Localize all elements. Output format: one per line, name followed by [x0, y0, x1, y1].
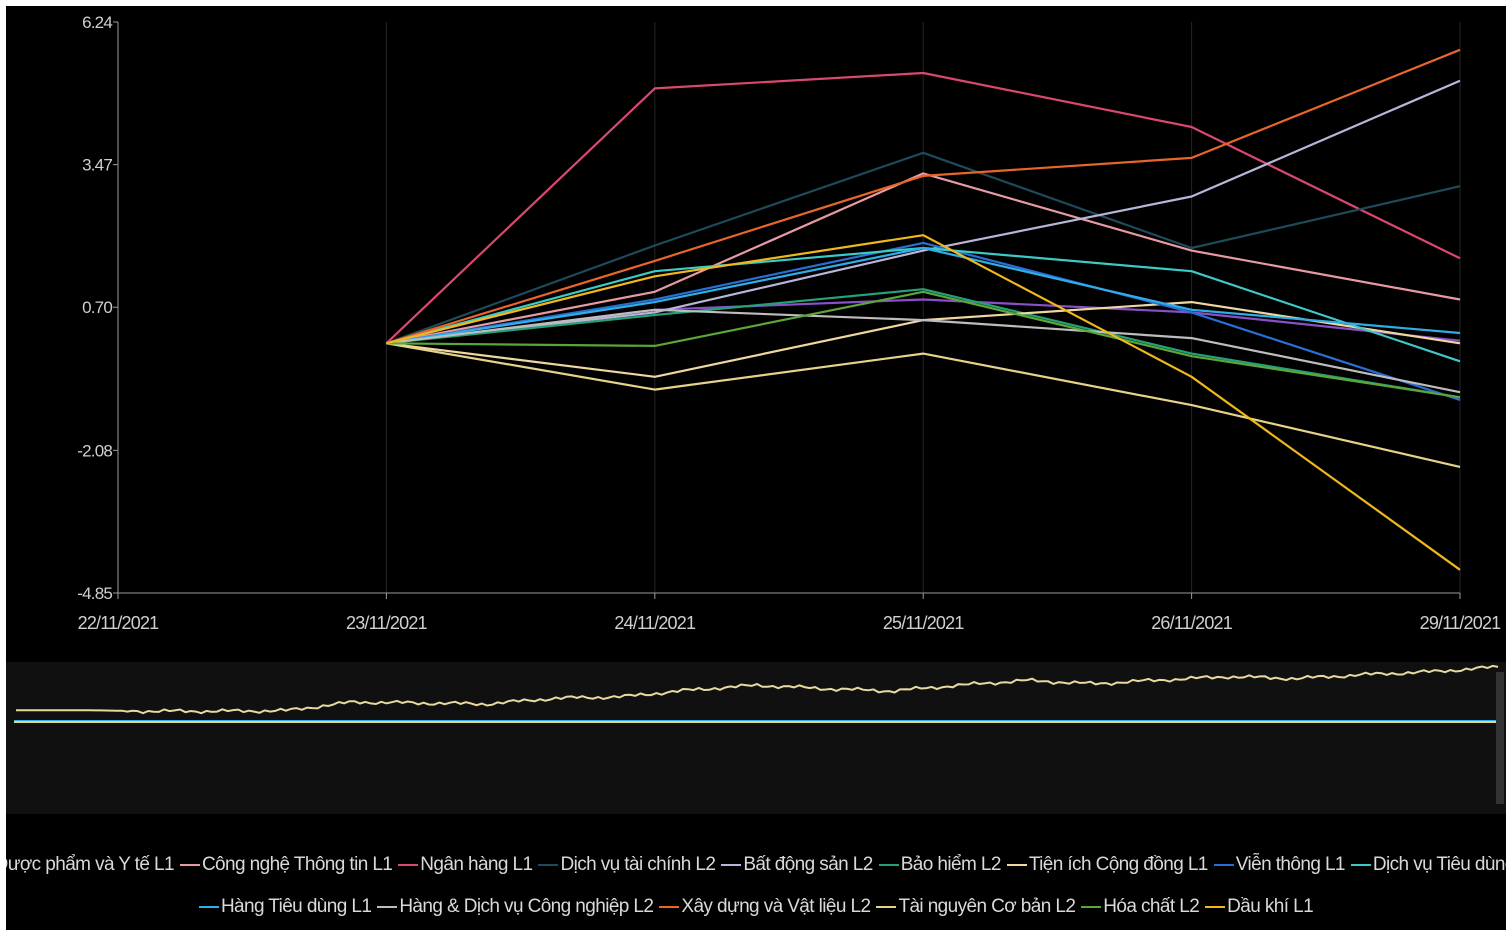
- x-tick-label: 24/11/2021: [614, 613, 696, 633]
- legend-swatch: [538, 864, 559, 866]
- gridlines: [117, 22, 1461, 593]
- y-tick-label: 3.47: [82, 156, 112, 175]
- legend-swatch: [1006, 864, 1027, 866]
- x-tick-label: 22/11/2021: [78, 613, 160, 633]
- legend-label: Hóa chất L2: [1103, 896, 1200, 917]
- series-line[interactable]: [386, 234, 1461, 571]
- legend-swatch: [377, 906, 398, 908]
- series-line[interactable]: [385, 71, 1461, 345]
- legend-row: Dược phẩm và Y tế L1 Công nghệ Thông tin …: [6, 844, 1506, 886]
- series-line[interactable]: [386, 79, 1461, 345]
- legend-label: Bất động sản L2: [743, 854, 873, 875]
- legend-swatch: [721, 864, 742, 866]
- legend-item[interactable]: Dược phẩm và Y tế L1: [6, 854, 175, 876]
- series-line[interactable]: [386, 151, 1461, 345]
- legend-label: Ngân hàng L1: [420, 854, 533, 875]
- legend-label: Viễn thông L1: [1235, 854, 1346, 875]
- legend-label: Tài nguyên Cơ bản L2: [898, 896, 1076, 917]
- legend-item[interactable]: Bất động sản L2: [721, 854, 873, 876]
- legend-item[interactable]: Hàng Tiêu dùng L1: [198, 896, 372, 918]
- axes: 6.24 3.47 0.70 -2.08 -4.85 22/11/2021 23/11/20…: [77, 13, 1502, 633]
- legend-swatch: [659, 906, 680, 908]
- legend-label: Công nghệ Thông tin L1: [201, 854, 393, 875]
- legend-label: Dầu khí L1: [1227, 896, 1314, 917]
- legend-label: Xây dựng và Vật liệu L2: [681, 896, 871, 917]
- legend-label: Tiện ích Cộng đồng L1: [1028, 854, 1209, 875]
- chart-frame: 6.24 3.47 0.70 -2.08 -4.85 22/11/2021 23/11/20…: [6, 6, 1506, 930]
- legend-row: Hàng Tiêu dùng L1 Hàng & Dịch vụ Công ngh…: [6, 886, 1506, 928]
- legend-item[interactable]: Hóa chất L2: [1081, 896, 1200, 918]
- legend: Dược phẩm và Y tế L1 Công nghệ Thông tin …: [6, 844, 1506, 930]
- legend-item[interactable]: Dầu khí L1: [1205, 896, 1314, 918]
- legend-swatch: [1081, 906, 1102, 908]
- series-line[interactable]: [386, 172, 1461, 345]
- legend-label: Hàng Tiêu dùng L1: [220, 896, 372, 917]
- range-navigator[interactable]: [6, 662, 1506, 814]
- legend-swatch: [1205, 906, 1226, 908]
- legend-item[interactable]: Dịch vụ Tiêu dùng L1: [1350, 854, 1506, 876]
- legend-label: Dịch vụ tài chính L2: [560, 854, 716, 875]
- legend-item[interactable]: Bảo hiểm L2: [878, 854, 1002, 876]
- navigator-handle[interactable]: [1496, 672, 1504, 804]
- series-line[interactable]: [386, 241, 1461, 401]
- legend-item[interactable]: Hàng & Dịch vụ Công nghiệp L2: [377, 896, 654, 918]
- series-line[interactable]: [386, 246, 1461, 345]
- legend-swatch: [876, 906, 897, 908]
- series-line[interactable]: [386, 308, 1461, 394]
- x-tick-label: 26/11/2021: [1151, 613, 1233, 633]
- y-tick-label: -4.85: [77, 584, 112, 603]
- legend-label: Dịch vụ Tiêu dùng L1: [1372, 854, 1506, 875]
- series-lines: [385, 48, 1461, 571]
- legend-label: Dược phẩm và Y tế L1: [6, 854, 175, 875]
- legend-item[interactable]: Xây dựng và Vật liệu L2: [659, 896, 871, 918]
- legend-item[interactable]: Tiện ích Cộng đồng L1: [1006, 854, 1209, 876]
- legend-item[interactable]: Viễn thông L1: [1213, 854, 1346, 876]
- legend-item[interactable]: Dịch vụ tài chính L2: [538, 854, 716, 876]
- x-tick-label: 25/11/2021: [883, 613, 965, 633]
- y-tick-label: 6.24: [82, 13, 112, 32]
- series-line[interactable]: [386, 288, 1461, 399]
- series-line[interactable]: [386, 342, 1461, 468]
- y-tick-label: -2.08: [77, 441, 112, 460]
- x-tick-label: 23/11/2021: [346, 613, 428, 633]
- legend-swatch: [198, 906, 219, 908]
- legend-swatch: [1350, 864, 1371, 866]
- line-chart: 6.24 3.47 0.70 -2.08 -4.85 22/11/2021 23/11/20…: [6, 13, 1506, 814]
- series-line[interactable]: [386, 48, 1461, 345]
- series-line[interactable]: [386, 290, 1461, 399]
- legend-swatch: [878, 864, 899, 866]
- legend-swatch: [1213, 864, 1234, 866]
- legend-swatch: [398, 864, 419, 866]
- legend-label: Hàng & Dịch vụ Công nghiệp L2: [399, 896, 654, 917]
- legend-item[interactable]: Công nghệ Thông tin L1: [179, 854, 393, 876]
- legend-item[interactable]: Tài nguyên Cơ bản L2: [876, 896, 1076, 918]
- y-tick-label: 0.70: [82, 298, 112, 317]
- legend-swatch: [179, 864, 200, 866]
- x-tick-label: 29/11/2021: [1420, 613, 1502, 633]
- legend-item[interactable]: Ngân hàng L1: [398, 854, 533, 876]
- navigator-series: [16, 664, 1499, 715]
- legend-label: Bảo hiểm L2: [900, 854, 1002, 875]
- navigator-background[interactable]: [6, 662, 1506, 814]
